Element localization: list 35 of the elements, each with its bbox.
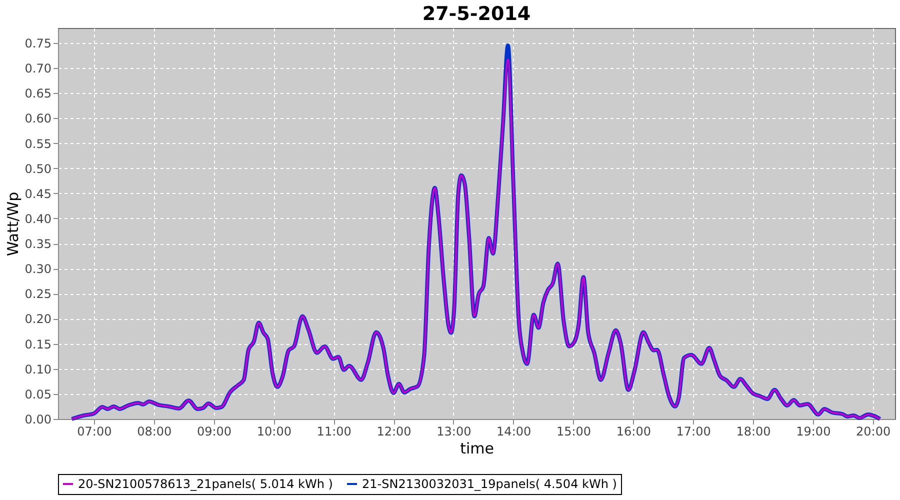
y-axis-title: Watt/Wp [4, 192, 22, 256]
legend-label: 21-SN2130032031_19panels( 4.504 kWh ) [362, 477, 617, 491]
x-tick-label: 20:00 [856, 424, 891, 438]
x-tick-label: 18:00 [736, 424, 771, 438]
y-tick-label: 0.60 [24, 112, 52, 126]
x-tick-label: 17:00 [676, 424, 711, 438]
x-tick-label: 10:00 [256, 424, 292, 438]
y-tick-label: 0.40 [24, 212, 52, 226]
x-tick-label: 15:00 [556, 424, 592, 438]
y-tick-label: 0.05 [24, 387, 52, 402]
y-tick-label: 0.70 [24, 62, 52, 76]
y-tick-label: 0.50 [24, 162, 52, 176]
y-tick-label: 0.35 [24, 237, 52, 252]
x-axis-title: time [460, 440, 494, 458]
y-tick-label: 0.10 [24, 362, 52, 376]
chart-title: 27-5-2014 [422, 3, 531, 25]
x-tick-label: 13:00 [436, 424, 472, 438]
y-tick-label: 0.25 [24, 287, 52, 302]
legend-label: 20-SN2100578613_21panels( 5.014 kWh ) [78, 477, 333, 491]
x-tick-label: 11:00 [316, 424, 352, 438]
y-tick-label: 0.65 [24, 86, 52, 101]
y-tick-label: 0.75 [24, 36, 52, 51]
x-tick-label: 16:00 [616, 424, 651, 438]
y-tick-label: 0.15 [24, 337, 52, 352]
x-tick-label: 14:00 [496, 424, 532, 438]
y-tick-label: 0.55 [24, 136, 52, 151]
x-tick-label: 08:00 [137, 424, 172, 438]
y-tick-label: 0.00 [24, 412, 52, 426]
x-tick-label: 12:00 [376, 424, 412, 438]
y-tick-label: 0.45 [24, 186, 52, 201]
x-tick-label: 09:00 [196, 424, 232, 438]
y-tick-label: 0.20 [24, 312, 52, 326]
x-tick-label: 07:00 [77, 424, 112, 438]
x-tick-label: 19:00 [796, 424, 831, 438]
y-tick-label: 0.30 [24, 262, 52, 276]
